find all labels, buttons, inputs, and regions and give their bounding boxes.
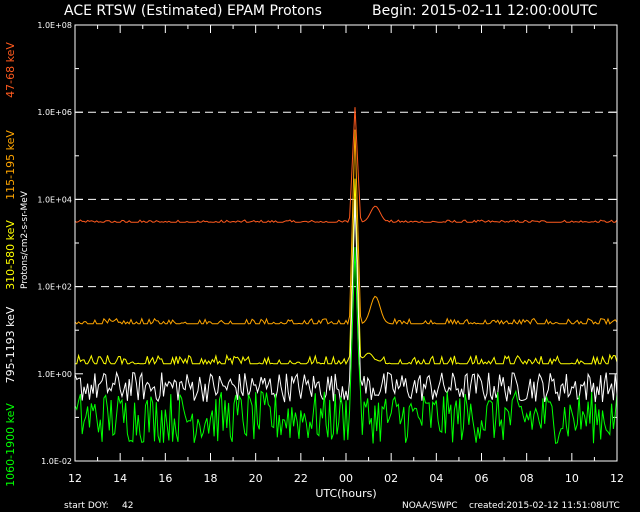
x-axis-ticks: 12 14 16 18 20 22 00 02 04 06 08 10 12 <box>68 25 624 485</box>
y-tick-label: 1.0E-02 <box>41 457 72 466</box>
x-tick-label: 08 <box>520 472 534 485</box>
x-tick-label: 02 <box>384 472 398 485</box>
plot-frame <box>74 24 618 462</box>
start-doy-value: 42 <box>122 501 133 511</box>
series-label: 310-580 keV <box>4 220 17 290</box>
x-tick-label: 20 <box>249 472 263 485</box>
y-tick-label: 1.0E+06 <box>37 108 72 117</box>
x-tick-label: 04 <box>429 472 443 485</box>
x-tick-label: 22 <box>294 472 308 485</box>
begin-time: Begin: 2015-02-11 12:00:00UTC <box>372 3 598 19</box>
y-tick-label: 1.0E+02 <box>37 283 72 292</box>
source-label: NOAA/SWPC <box>402 501 458 511</box>
y-tick-label: 1.0E+08 <box>37 21 72 30</box>
x-tick-label: 18 <box>204 472 218 485</box>
x-tick-label: 12 <box>68 472 82 485</box>
x-tick-label: 16 <box>158 472 172 485</box>
x-tick-label: 14 <box>113 472 127 485</box>
left-labels: 47-68 keV 115-195 keV 310-580 keV 795-1193 … <box>4 42 30 487</box>
series-label: 795-1193 keV <box>4 306 17 383</box>
created-timestamp: created:2015-02-12 11:51:08UTC <box>469 501 620 511</box>
series-line <box>74 107 618 223</box>
series-label: 47-68 keV <box>4 42 17 98</box>
start-doy-label: start DOY: <box>64 501 109 511</box>
series-line <box>74 129 618 326</box>
y-axis-label: Protons/cm2-s-sr-MeV <box>20 190 30 289</box>
series-group <box>74 107 618 444</box>
series-line <box>74 247 618 444</box>
series-line <box>75 178 618 366</box>
y-tick-label: 1.0E+04 <box>37 195 72 204</box>
chart-title: ACE RTSW (Estimated) EPAM Protons <box>64 3 322 19</box>
series-line <box>74 199 618 403</box>
x-tick-label: 12 <box>610 472 624 485</box>
series-label: 1060-1900 keV <box>4 403 17 487</box>
x-tick-label: 06 <box>475 472 489 485</box>
x-tick-label: 10 <box>565 472 579 485</box>
y-tick-label: 1.0E+00 <box>37 370 72 379</box>
series-label: 115-195 keV <box>4 130 17 200</box>
x-axis-label: UTC(hours) <box>315 487 376 500</box>
x-tick-label: 00 <box>339 472 353 485</box>
